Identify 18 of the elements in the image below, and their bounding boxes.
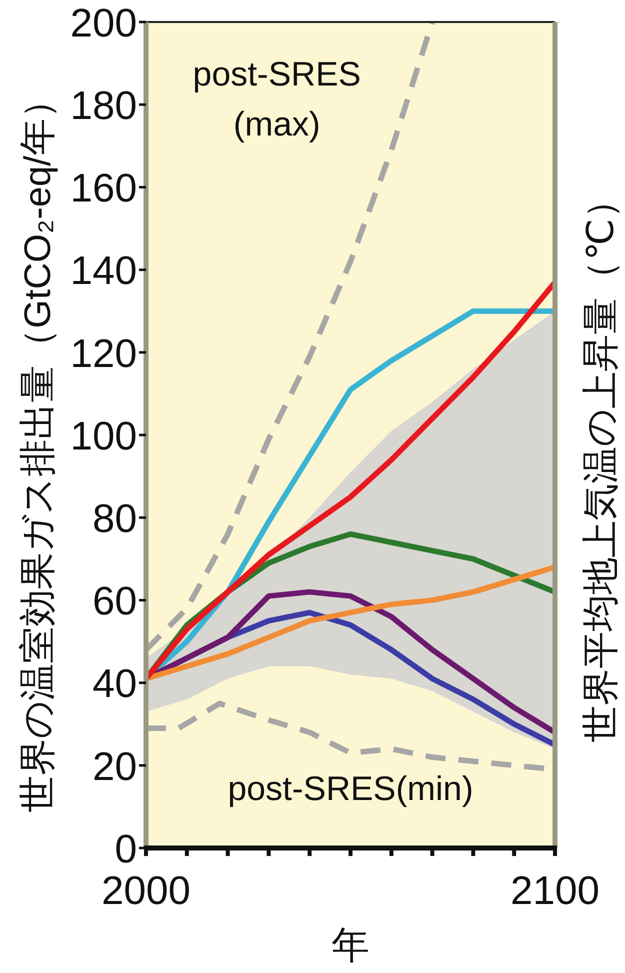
y-tick-label: 60 bbox=[92, 580, 137, 624]
y2-axis-title: 世界平均地上気温の上昇量（℃） bbox=[580, 182, 620, 742]
series-label: post-SRES (max) bbox=[192, 56, 361, 144]
y-tick-label: 80 bbox=[92, 497, 137, 541]
y-tick-label: 140 bbox=[70, 249, 137, 294]
y-tick-label: 40 bbox=[92, 662, 137, 706]
y-tick-label: 100 bbox=[70, 414, 137, 458]
x-tick-label: 2000 bbox=[102, 869, 190, 913]
series-label: post-SRES(min) bbox=[228, 770, 474, 808]
y-tick-label: 160 bbox=[70, 166, 137, 211]
y-tick-label: 200 bbox=[70, 1, 137, 46]
y-axis-title: 世界の温室効果ガス排出量（GtCO₂-eq/年） bbox=[16, 82, 58, 812]
y-tick-label: 0 bbox=[114, 827, 137, 872]
y-tick-label: 20 bbox=[92, 744, 137, 789]
y-tick-label: 120 bbox=[70, 332, 137, 376]
x-tick-label: 2100 bbox=[510, 869, 600, 913]
x-axis-title: 年 bbox=[332, 925, 370, 967]
y-tick-label: 180 bbox=[70, 84, 137, 128]
